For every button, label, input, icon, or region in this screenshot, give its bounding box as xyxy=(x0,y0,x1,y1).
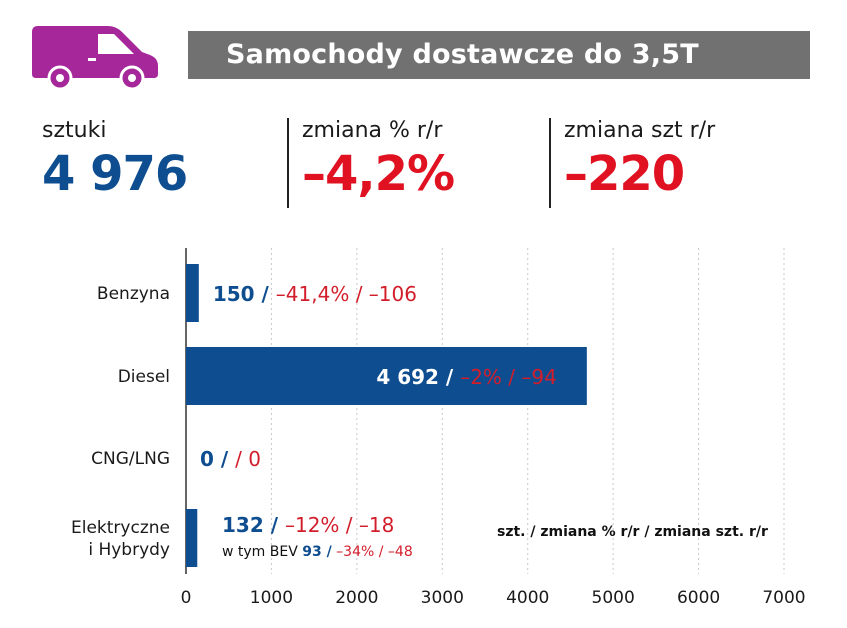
data-label: 132 / –12% / –18 xyxy=(222,513,394,537)
legend-bold: szt. xyxy=(497,524,526,540)
category-label: CNG/LNG xyxy=(91,449,170,469)
x-tick-label: 4000 xyxy=(506,588,549,608)
data-label-value: 132 / xyxy=(222,513,285,537)
kpi-units: sztuki 4 976 xyxy=(42,116,188,208)
kpi-change-percent-label: zmiana % r/r xyxy=(302,118,443,143)
page-title: Samochody dostawcze do 3,5T xyxy=(188,31,810,79)
category-label: Diesel xyxy=(118,367,170,387)
bar xyxy=(186,509,198,567)
bev-annotation-value: 93 / xyxy=(302,544,332,560)
kpi-change-units: zmiana szt r/r –220 xyxy=(564,116,715,208)
bar xyxy=(186,264,199,322)
data-label-value: 0 / xyxy=(200,447,235,471)
data-label: 0 / / 0 xyxy=(200,447,261,471)
kpi-change-units-value: –220 xyxy=(564,146,685,202)
legend-text: szt. / zmiana % r/r / zmiana szt. r/r xyxy=(497,524,768,540)
kpi-divider xyxy=(287,118,289,208)
kpi-units-value: 4 976 xyxy=(42,146,188,202)
category-label: Elektryczne xyxy=(71,518,170,538)
data-label-value: 4 692 / xyxy=(376,365,460,389)
data-label-change: –2% / –94 xyxy=(460,365,557,389)
chart-labels: 0 1000 2000 3000 4000 5000 6000 7000 Benzyna 150 … xyxy=(71,282,806,608)
data-label: 4 692 / –2% / –94 xyxy=(376,365,557,389)
bar-chart: 0 1000 2000 3000 4000 5000 6000 7000 Benzyna 150 … xyxy=(71,248,806,608)
kpi-change-units-label: zmiana szt r/r xyxy=(564,118,716,143)
x-tick-label: 0 xyxy=(181,588,192,608)
x-tick-label: 5000 xyxy=(592,588,635,608)
x-tick-label: 3000 xyxy=(421,588,464,608)
bev-annotation-prefix: w tym BEV xyxy=(222,544,302,560)
data-label: 150 / –41,4% / –106 xyxy=(213,282,417,306)
kpi-units-label: sztuki xyxy=(42,118,107,143)
delivery-van-icon xyxy=(32,26,158,88)
x-tick-label: 1000 xyxy=(250,588,293,608)
category-label: Benzyna xyxy=(97,284,170,304)
x-tick-label: 6000 xyxy=(677,588,720,608)
bev-annotation-change: –34% / –48 xyxy=(332,544,413,560)
chart-bars xyxy=(186,264,587,567)
x-tick-label: 2000 xyxy=(335,588,378,608)
data-label-value: 150 / xyxy=(213,282,276,306)
data-label-change: / 0 xyxy=(235,447,261,471)
data-label-change: –41,4% / –106 xyxy=(276,282,417,306)
legend-rest: / zmiana % r/r / zmiana szt. r/r xyxy=(526,524,768,540)
x-tick-label: 7000 xyxy=(762,588,805,608)
data-label-change: –12% / –18 xyxy=(285,513,394,537)
category-label: i Hybrydy xyxy=(88,540,170,560)
kpi-change-percent-value: –4,2% xyxy=(302,146,455,202)
bar xyxy=(186,347,587,405)
bev-annotation: w tym BEV 93 / –34% / –48 xyxy=(222,544,413,560)
kpi-change-percent: zmiana % r/r –4,2% xyxy=(302,116,455,208)
kpi-divider xyxy=(549,118,551,208)
